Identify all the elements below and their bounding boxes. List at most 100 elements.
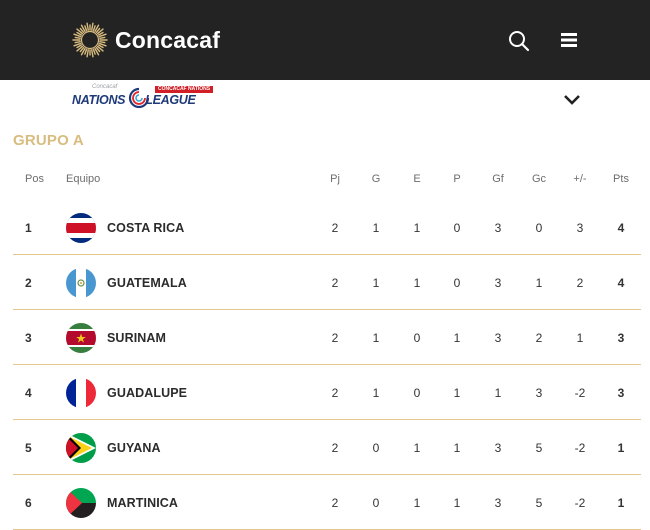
header-points: Pts (613, 173, 629, 185)
header-goals-against: Gc (531, 173, 547, 185)
header-goal-difference: +/- (573, 173, 587, 185)
nations-league-wordmark: NATIONS LEAGUE (72, 93, 196, 107)
costa-rica-flag-icon (66, 212, 96, 243)
header-played: Pj (330, 173, 340, 185)
cell-lost: 1 (453, 385, 461, 400)
cell-won: 1 (372, 275, 380, 290)
cell-goals-against: 1 (535, 275, 543, 290)
nations-league-logo-concacaf-text: Concacaf (92, 84, 118, 90)
cell-played: 2 (331, 495, 339, 510)
team-name: GUADALUPE (107, 385, 188, 400)
concacaf-brand[interactable]: Concacaf (72, 22, 220, 58)
cell-played: 2 (331, 220, 339, 235)
table-row[interactable]: 1 COSTA RICA 2 1 1 0 3 0 3 4 (0, 200, 641, 255)
row-divider (13, 309, 641, 310)
search-icon[interactable] (506, 28, 532, 54)
cell-drawn: 1 (413, 275, 421, 290)
cell-played: 2 (331, 385, 339, 400)
cell-played: 2 (331, 275, 339, 290)
cell-drawn: 1 (413, 220, 421, 235)
cell-lost: 1 (453, 330, 461, 345)
cell-drawn: 0 (413, 385, 421, 400)
cell-played: 2 (331, 330, 339, 345)
row-position: 4 (25, 385, 32, 400)
table-row[interactable]: 2 GUATEMALA 2 1 1 0 3 1 2 4 (0, 255, 641, 310)
cell-points: 1 (617, 440, 625, 455)
team-name: COSTA RICA (107, 220, 185, 235)
cell-points: 4 (617, 275, 625, 290)
cell-drawn: 1 (413, 440, 421, 455)
row-position: 6 (25, 495, 32, 510)
cell-goals-against: 5 (535, 440, 543, 455)
brand-name: Concacaf (115, 26, 221, 53)
suriname-flag-icon (66, 322, 96, 353)
header-drawn: E (413, 173, 421, 185)
row-divider (13, 254, 641, 255)
cell-goals-for: 3 (494, 275, 502, 290)
cell-goal-difference: -2 (574, 495, 586, 510)
cell-lost: 1 (453, 495, 461, 510)
cell-goals-for: 3 (494, 495, 502, 510)
cell-points: 4 (617, 220, 625, 235)
group-title: GRUPO A (13, 132, 84, 149)
guadeloupe-flag-icon (66, 377, 96, 408)
row-position: 3 (25, 330, 32, 345)
cell-goals-for: 3 (494, 440, 502, 455)
cell-points: 1 (617, 495, 625, 510)
cell-goals-against: 3 (535, 385, 543, 400)
chevron-down-icon[interactable] (562, 92, 582, 108)
cell-goals-for: 1 (494, 385, 502, 400)
cell-played: 2 (331, 440, 339, 455)
cell-points: 3 (617, 330, 625, 345)
guatemala-flag-icon (66, 267, 96, 298)
nations-league-swirl-icon (128, 87, 150, 109)
guyana-flag-icon (66, 432, 96, 463)
martinique-flag-icon (66, 487, 96, 518)
cell-points: 3 (617, 385, 625, 400)
top-navigation-bar: Concacaf (0, 0, 650, 80)
table-row[interactable]: 4 GUADALUPE 2 1 0 1 1 3 -2 3 (0, 365, 641, 420)
row-position: 1 (25, 220, 32, 235)
cell-goal-difference: 1 (576, 330, 584, 345)
row-divider (13, 419, 641, 420)
team-name: GUYANA (107, 440, 161, 455)
cell-drawn: 0 (413, 330, 421, 345)
cell-drawn: 1 (413, 495, 421, 510)
cell-goals-for: 3 (494, 220, 502, 235)
hamburger-menu-icon[interactable] (559, 32, 579, 48)
row-position: 2 (25, 275, 32, 290)
table-row[interactable]: 6 MARTINICA 2 0 1 1 3 5 -2 1 (0, 475, 641, 530)
row-position: 5 (25, 440, 32, 455)
table-row[interactable]: 3 SURINAM 2 1 0 1 3 2 1 3 (0, 310, 641, 365)
cell-goals-for: 3 (494, 330, 502, 345)
header-won: G (371, 173, 381, 185)
cell-goal-difference: -2 (574, 440, 586, 455)
cell-goals-against: 5 (535, 495, 543, 510)
cell-won: 0 (372, 495, 380, 510)
cell-won: 1 (372, 330, 380, 345)
cell-won: 1 (372, 220, 380, 235)
team-name: SURINAM (107, 330, 167, 345)
table-row[interactable]: 5 GUYANA 2 0 1 1 3 5 -2 1 (0, 420, 641, 475)
nations-league-wordmark-right: LEAGUE (145, 93, 196, 107)
header-team: Equipo (66, 173, 101, 185)
cell-won: 0 (372, 440, 380, 455)
nations-league-logo[interactable]: Concacaf CONCACAF NATIONS NATIONS LEAGUE (72, 84, 214, 114)
team-name: GUATEMALA (107, 275, 187, 290)
row-divider (13, 364, 641, 365)
cell-goals-against: 0 (535, 220, 543, 235)
concacaf-sun-logo-icon (72, 22, 108, 58)
team-name: MARTINICA (107, 495, 179, 510)
cell-lost: 0 (453, 275, 461, 290)
cell-goal-difference: 3 (576, 220, 584, 235)
cell-won: 1 (372, 385, 380, 400)
header-pos: Pos (25, 173, 44, 185)
competition-selector[interactable] (0, 80, 650, 120)
cell-lost: 0 (453, 220, 461, 235)
header-goals-for: Gf (492, 173, 504, 185)
cell-goal-difference: 2 (576, 275, 584, 290)
row-divider (13, 474, 641, 475)
cell-goal-difference: -2 (574, 385, 586, 400)
nations-league-logo-tag: CONCACAF NATIONS (155, 86, 214, 93)
nations-league-wordmark-left: NATIONS (72, 93, 126, 107)
